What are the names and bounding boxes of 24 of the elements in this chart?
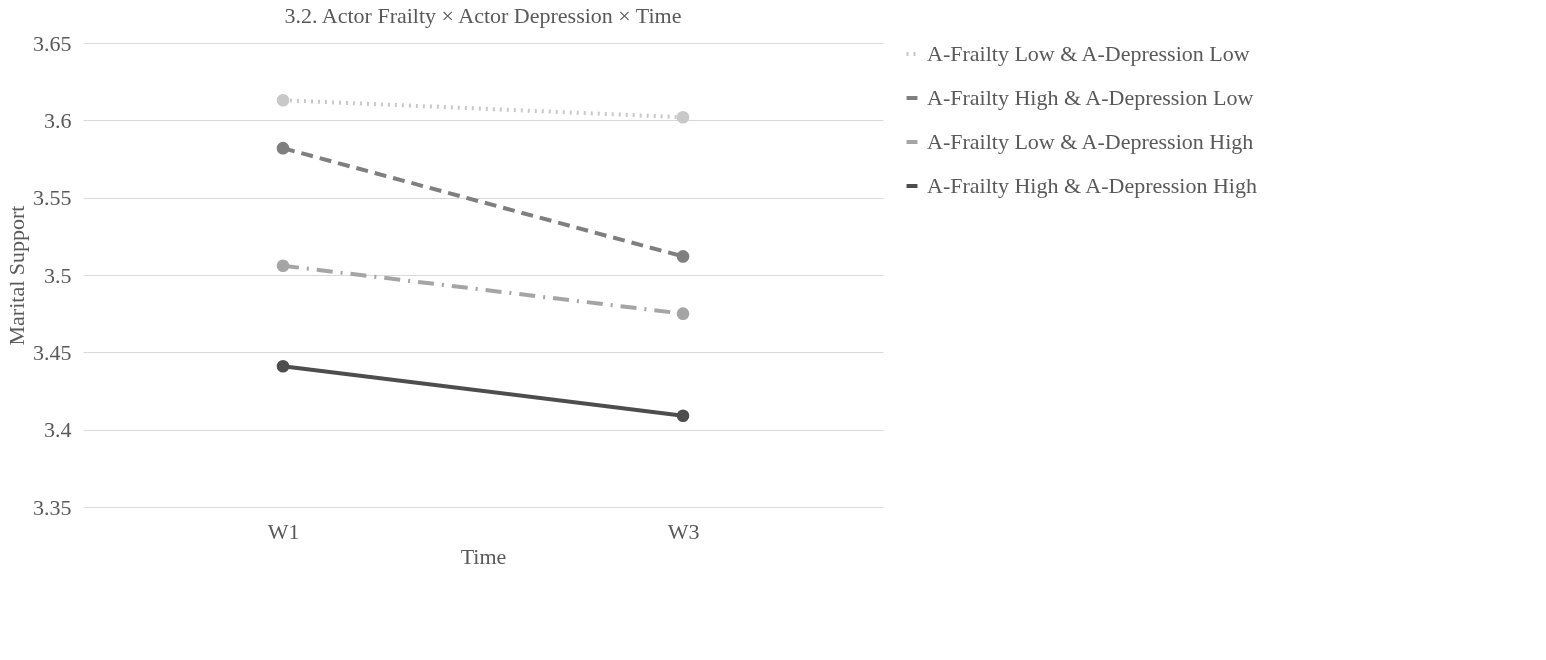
point xyxy=(276,93,290,107)
chart-title: 3.2. Actor Frailty × Actor Depression × Time xyxy=(284,3,682,28)
y-tick-label: 3.35 xyxy=(33,494,72,520)
x-tick-label: W3 xyxy=(667,518,700,544)
x-axis-title: Time xyxy=(460,543,507,569)
y-tick-label: 3.45 xyxy=(33,339,72,365)
y-axis-title: Marital Support xyxy=(4,205,29,346)
legend-label: A-Frailty High & A-Depression High xyxy=(927,173,1257,198)
y-tick-label: 3.5 xyxy=(44,262,72,288)
y-tick-label: 3.55 xyxy=(33,185,72,211)
point xyxy=(276,259,290,273)
y-tick-label: 3.65 xyxy=(33,30,72,56)
legend-label: A-Frailty High & A-Depression Low xyxy=(927,85,1254,110)
point xyxy=(676,307,690,320)
point xyxy=(276,359,290,373)
x-tick-label: W1 xyxy=(267,518,300,544)
point xyxy=(276,141,290,155)
point xyxy=(676,110,690,124)
point xyxy=(676,409,690,423)
y-tick-label: 3.4 xyxy=(44,417,72,443)
y-tick-label: 3.6 xyxy=(44,107,72,133)
legend-label: A-Frailty Low & A-Depression Low xyxy=(927,41,1250,66)
legend-label: A-Frailty Low & A-Depression High xyxy=(927,129,1254,154)
point xyxy=(676,250,690,263)
